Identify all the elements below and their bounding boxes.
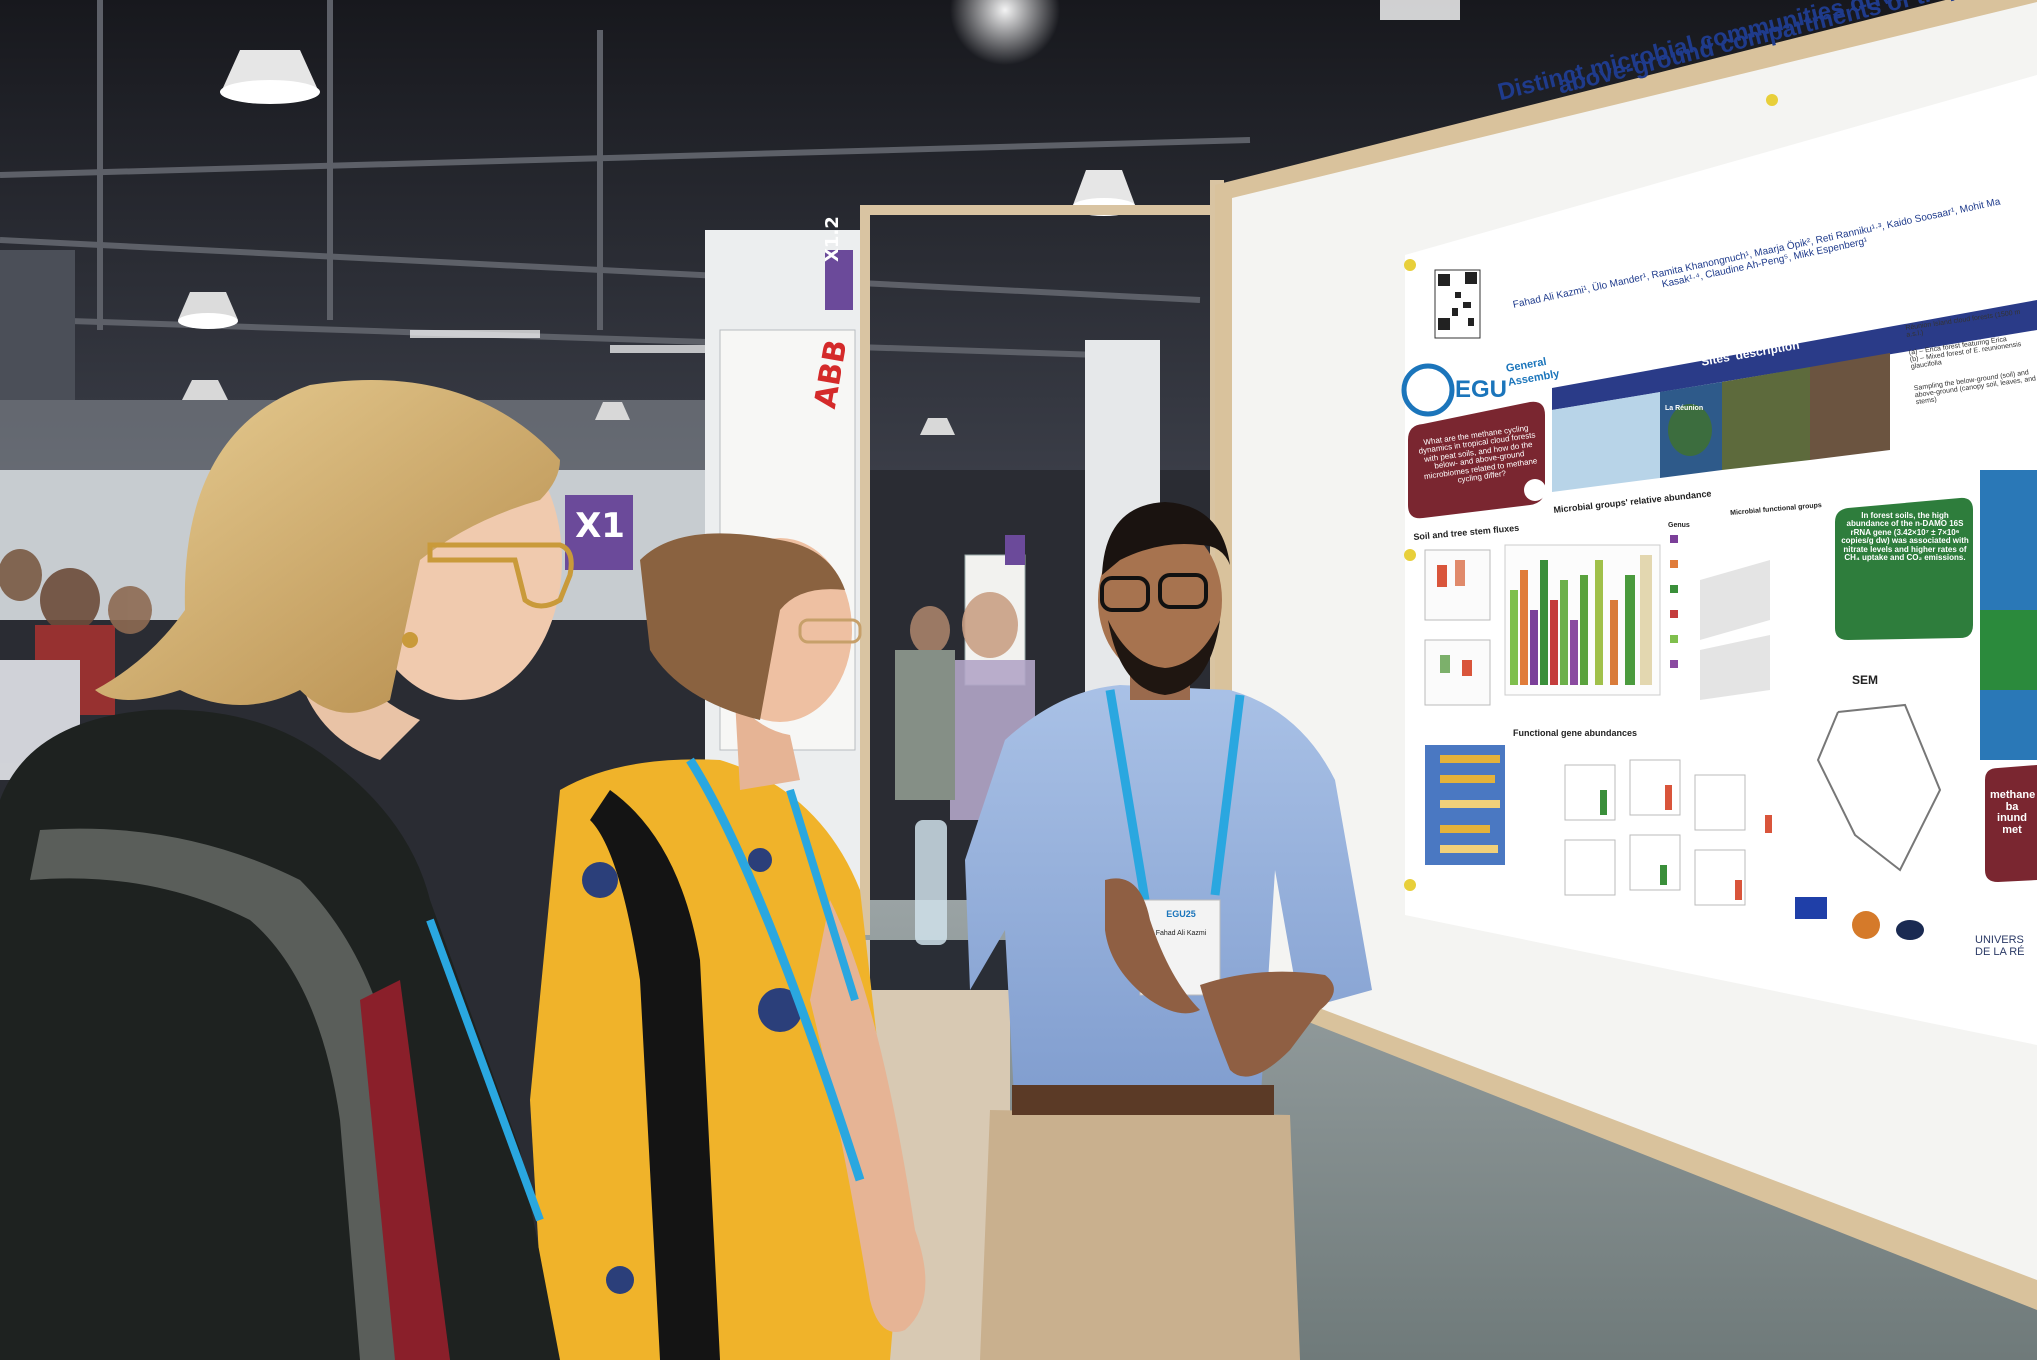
partner-logo — [1852, 911, 1880, 939]
partner-logo-2 — [1896, 920, 1924, 940]
pushpin — [1404, 259, 1416, 271]
gene-header: Functional gene abundances — [1513, 728, 1638, 738]
question-box — [1408, 401, 1545, 519]
university-logo: UNIVERS DE LA RÉ — [1975, 934, 2025, 958]
badge-name: Fahad Ali Kazmi — [1155, 930, 1207, 937]
ceiling-lamps — [178, 0, 1460, 435]
gene-small-charts — [1564, 759, 1746, 906]
egu-logo-text: EGU — [1455, 376, 1508, 403]
sites-header — [1552, 300, 2037, 410]
egu-logo — [1401, 363, 1455, 417]
sem-diagram — [1816, 703, 1942, 872]
qr-code — [1434, 269, 1481, 339]
hall-sign-x12: X1.2 — [822, 216, 843, 262]
gene-small-bars — [1600, 785, 1772, 900]
water-bottle — [915, 820, 947, 945]
pushpin — [1766, 94, 1778, 106]
middle-woman — [530, 533, 926, 1360]
help-icon — [1524, 479, 1546, 501]
sem-label: SEM — [1852, 673, 1879, 687]
map-label: La Réunion — [1665, 405, 1704, 412]
genus-legend — [1670, 535, 1770, 700]
poster-sheet — [1405, 75, 2037, 1045]
eu-logo — [1795, 897, 1827, 919]
site-photo-a — [1722, 367, 1810, 470]
genus-header: Genus — [1668, 522, 1690, 529]
pushpin — [1404, 879, 1416, 891]
conclusion-box — [1985, 765, 2037, 882]
result-text: In forest soils, the high abundance of t… — [1841, 511, 1969, 562]
microbial-bar-chart — [1504, 544, 1661, 696]
badge-event: EGU25 — [1166, 909, 1196, 919]
presenter — [965, 502, 1372, 1360]
gene-heatmap — [1425, 745, 1505, 865]
flux-charts — [1424, 549, 1491, 706]
result-box — [1835, 497, 1973, 640]
duct — [0, 250, 75, 400]
conclusion-text: methane ba inund met — [1990, 789, 2036, 836]
left-woman — [0, 380, 574, 1360]
pushpin — [1404, 549, 1416, 561]
site-photo-b — [1810, 353, 1890, 460]
map-world — [1552, 392, 1660, 492]
hall-sign-x1: X1 — [575, 506, 625, 546]
site-description: Réunion Island cloud forests (1500 m a.s… — [1905, 307, 2037, 407]
